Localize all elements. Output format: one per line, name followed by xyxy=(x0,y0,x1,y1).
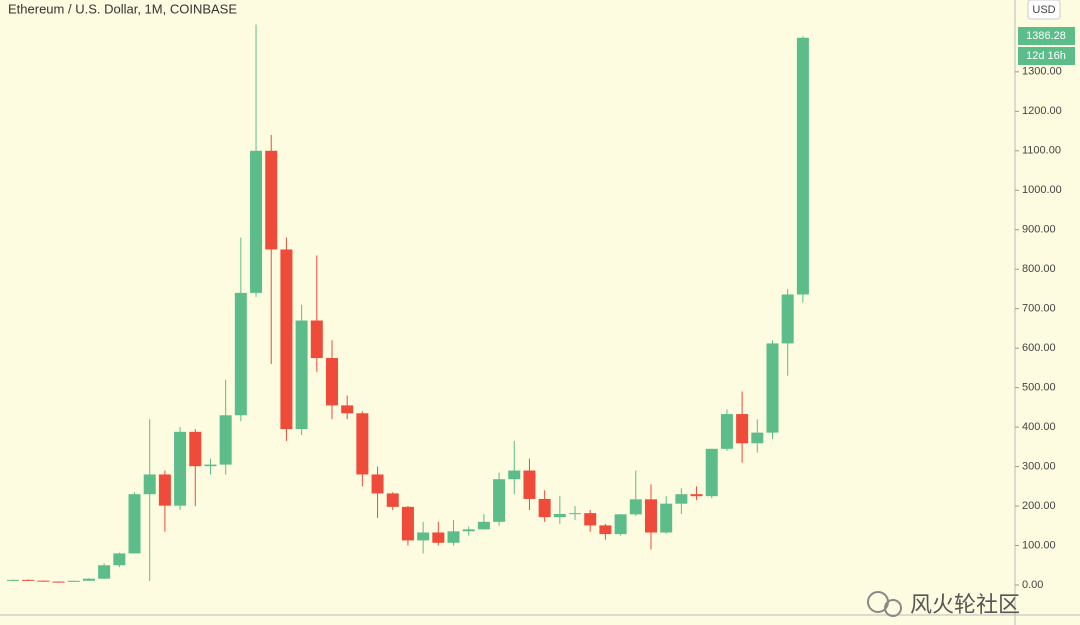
candle-body xyxy=(417,532,430,541)
y-tick-label: 600.00 xyxy=(1022,342,1056,354)
y-tick-label: 1300.00 xyxy=(1022,66,1062,78)
candle-body xyxy=(569,513,582,515)
candle-body xyxy=(7,579,19,581)
candle-body xyxy=(401,506,414,541)
watermark: 风火轮社区 xyxy=(910,592,1020,617)
candle-body xyxy=(796,37,809,295)
countdown: 12d 16h xyxy=(1026,50,1066,62)
candle-body xyxy=(52,581,65,583)
candle-body xyxy=(265,150,278,250)
candle-body xyxy=(629,499,642,515)
candle-body xyxy=(720,414,733,449)
candle-body xyxy=(295,320,308,430)
y-tick-label: 0.00 xyxy=(1022,579,1043,591)
candle-body xyxy=(660,503,673,533)
candle-body xyxy=(584,513,597,526)
y-tick-label: 900.00 xyxy=(1022,224,1056,236)
candle-body xyxy=(204,464,217,467)
last-price-box: 1386.28 12d 16h xyxy=(1018,27,1075,65)
y-tick-label: 100.00 xyxy=(1022,539,1056,551)
candle-body xyxy=(462,529,475,532)
candle-body xyxy=(447,531,460,543)
y-tick-label: 800.00 xyxy=(1022,263,1056,275)
candle-body xyxy=(219,415,232,465)
candle-body xyxy=(538,498,551,518)
candle-body xyxy=(113,553,126,566)
candle-body xyxy=(234,292,247,416)
y-tick-label: 500.00 xyxy=(1022,382,1056,394)
candle-body xyxy=(705,448,718,497)
candle-body xyxy=(341,405,354,414)
candle-body xyxy=(280,249,293,430)
candle-body xyxy=(310,320,323,359)
candle-body xyxy=(644,499,657,533)
candle-body xyxy=(143,474,156,495)
watermark-icon xyxy=(884,599,902,617)
candle-body xyxy=(67,580,80,582)
candle-body xyxy=(128,494,141,554)
currency-button[interactable] xyxy=(1027,0,1061,20)
y-tick-label: 1000.00 xyxy=(1022,184,1062,196)
candle-body xyxy=(614,514,627,535)
y-tick-label: 1200.00 xyxy=(1022,105,1062,117)
candle-body xyxy=(523,470,536,499)
candle-body xyxy=(174,431,187,506)
candle-body xyxy=(766,343,779,433)
candle-body xyxy=(189,431,202,467)
candle-body xyxy=(736,414,749,444)
chart-title: Ethereum / U.S. Dollar, 1M, COINBASE xyxy=(8,1,237,16)
price-tag xyxy=(1018,27,1075,45)
candle-body xyxy=(477,521,490,530)
countdown-tag xyxy=(1018,47,1075,65)
candle-body xyxy=(356,413,369,475)
y-tick-label: 200.00 xyxy=(1022,500,1056,512)
currency-label[interactable]: USD xyxy=(1032,4,1055,16)
y-tick-label: 1100.00 xyxy=(1022,145,1061,157)
candle-body xyxy=(553,513,566,518)
last-price: 1386.28 xyxy=(1026,30,1066,42)
candle-body xyxy=(325,358,338,406)
candle-body xyxy=(432,532,445,543)
candle-body xyxy=(37,580,50,582)
candle-body xyxy=(371,474,384,494)
candle-body xyxy=(751,432,764,444)
candle-body xyxy=(82,578,95,581)
candle-body xyxy=(599,525,612,535)
y-tick-label: 400.00 xyxy=(1022,421,1056,433)
candle-body xyxy=(493,479,506,522)
candle-body xyxy=(781,294,794,344)
candle-body xyxy=(675,494,688,504)
candle-body xyxy=(250,150,263,293)
candle-body xyxy=(386,493,399,507)
candle-body xyxy=(690,494,703,497)
candle-body xyxy=(98,565,111,579)
candle-body xyxy=(22,579,35,581)
y-tick-label: 700.00 xyxy=(1022,303,1056,315)
candle-body xyxy=(508,470,521,480)
candle-body xyxy=(158,474,171,506)
watermark-group: 风火轮社区 xyxy=(867,591,1020,617)
y-tick-label: 300.00 xyxy=(1022,460,1056,472)
